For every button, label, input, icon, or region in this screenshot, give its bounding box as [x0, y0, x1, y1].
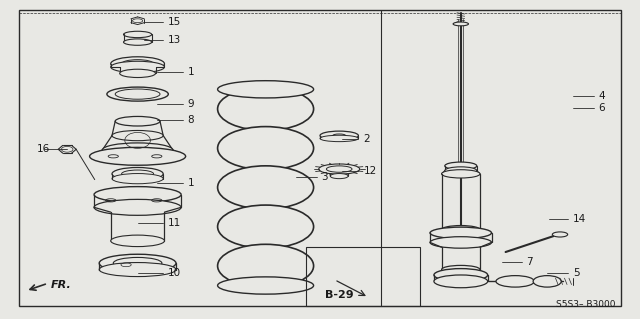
Ellipse shape	[320, 131, 358, 140]
Ellipse shape	[122, 60, 154, 68]
Ellipse shape	[552, 232, 568, 237]
Text: 6: 6	[598, 103, 605, 114]
Ellipse shape	[113, 257, 162, 269]
Ellipse shape	[434, 269, 488, 281]
Ellipse shape	[124, 39, 152, 45]
Text: 1: 1	[188, 67, 194, 77]
Ellipse shape	[120, 69, 156, 78]
Ellipse shape	[319, 164, 360, 174]
Ellipse shape	[445, 167, 477, 174]
Ellipse shape	[218, 277, 314, 294]
Ellipse shape	[111, 61, 164, 73]
Text: B-29: B-29	[325, 290, 353, 300]
Ellipse shape	[496, 276, 534, 287]
Text: 5: 5	[573, 268, 579, 278]
Text: 8: 8	[188, 115, 194, 125]
Ellipse shape	[122, 170, 154, 178]
Text: 16: 16	[37, 144, 51, 154]
Text: 13: 13	[168, 35, 181, 45]
Ellipse shape	[430, 237, 492, 248]
Text: 11: 11	[168, 218, 181, 228]
Ellipse shape	[112, 167, 163, 180]
Text: 9: 9	[188, 99, 194, 109]
Ellipse shape	[94, 187, 181, 203]
Ellipse shape	[442, 226, 480, 234]
Ellipse shape	[330, 174, 348, 179]
Ellipse shape	[102, 143, 173, 157]
Ellipse shape	[124, 31, 152, 38]
Bar	[306, 247, 420, 306]
Text: 7: 7	[526, 256, 532, 267]
Text: FR.: FR.	[51, 280, 72, 290]
Ellipse shape	[533, 276, 561, 287]
Ellipse shape	[218, 87, 314, 130]
Ellipse shape	[107, 87, 168, 101]
Ellipse shape	[112, 130, 163, 141]
Ellipse shape	[112, 174, 163, 184]
Ellipse shape	[94, 199, 181, 215]
Ellipse shape	[442, 265, 480, 274]
Ellipse shape	[218, 127, 314, 170]
Ellipse shape	[115, 89, 160, 99]
Ellipse shape	[99, 254, 176, 272]
Text: 4: 4	[598, 91, 605, 101]
Text: 2: 2	[364, 134, 370, 144]
Ellipse shape	[442, 170, 480, 178]
Ellipse shape	[218, 166, 314, 209]
Ellipse shape	[430, 227, 492, 239]
Ellipse shape	[326, 166, 352, 172]
Ellipse shape	[218, 244, 314, 287]
Text: 3: 3	[321, 172, 328, 182]
Ellipse shape	[115, 116, 160, 126]
Ellipse shape	[218, 205, 314, 248]
Ellipse shape	[434, 275, 488, 288]
Ellipse shape	[445, 162, 477, 170]
Ellipse shape	[111, 235, 164, 247]
Ellipse shape	[453, 22, 468, 26]
Text: 12: 12	[364, 166, 377, 176]
Ellipse shape	[111, 57, 164, 71]
Text: 14: 14	[573, 213, 586, 224]
Ellipse shape	[90, 147, 186, 165]
Text: 15: 15	[168, 17, 181, 27]
Ellipse shape	[218, 81, 314, 98]
Text: 10: 10	[168, 268, 181, 278]
Ellipse shape	[320, 135, 358, 142]
Text: 1: 1	[188, 178, 194, 189]
Ellipse shape	[99, 263, 176, 277]
Ellipse shape	[333, 134, 346, 137]
Text: S5S3– B3000: S5S3– B3000	[557, 300, 616, 309]
